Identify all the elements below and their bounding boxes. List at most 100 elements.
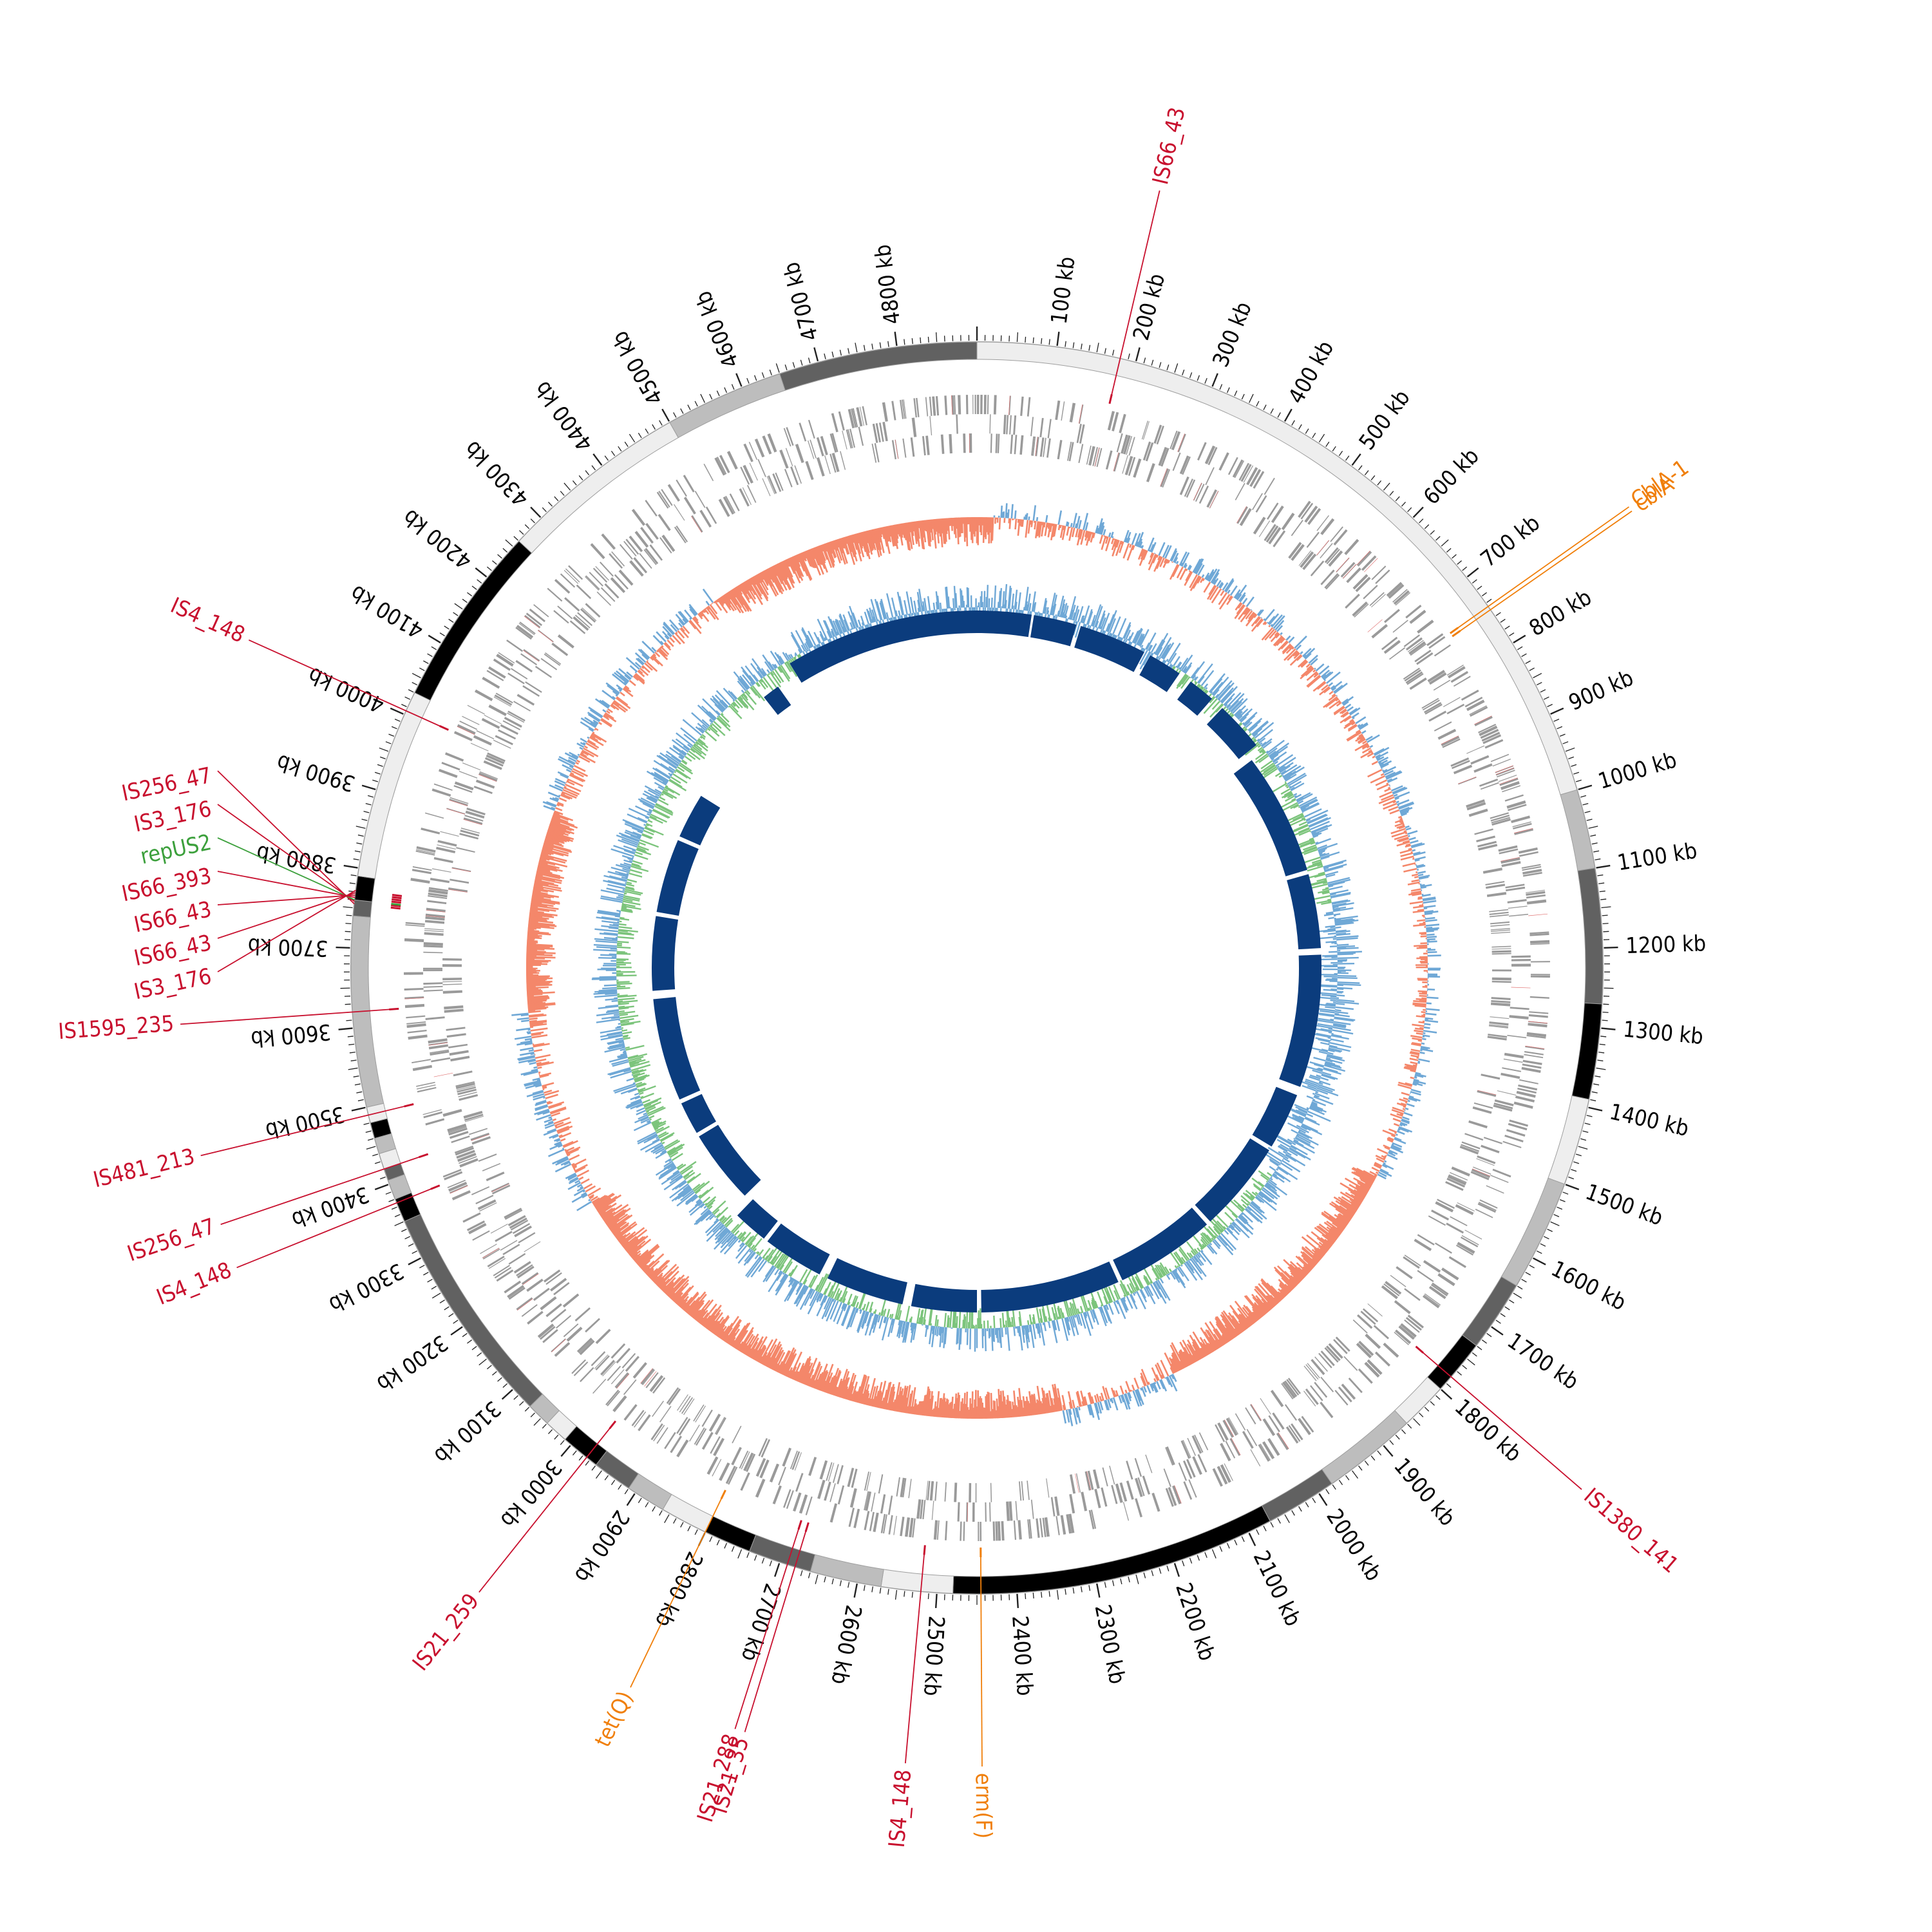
gc-bar xyxy=(697,1309,708,1323)
gc-bar xyxy=(587,714,600,723)
gc-bar xyxy=(1321,684,1329,691)
minor-tick xyxy=(1457,560,1462,565)
skew-bar xyxy=(1291,828,1311,837)
gene-block xyxy=(448,887,468,893)
gene-block xyxy=(699,509,712,528)
gc-bar xyxy=(528,921,555,926)
gc-bar xyxy=(914,1405,918,1415)
minor-tick xyxy=(1517,1285,1523,1290)
gene-block xyxy=(1298,500,1311,518)
gc-bar xyxy=(1323,687,1331,694)
gc-bar xyxy=(845,1372,855,1400)
gene-block xyxy=(1039,417,1044,438)
skew-bar xyxy=(1221,686,1238,704)
gene-mark xyxy=(616,1374,630,1389)
gc-bar xyxy=(1281,1277,1294,1290)
gc-bar xyxy=(1384,770,1394,776)
gc-bar xyxy=(1213,1329,1225,1346)
minor-tick xyxy=(1204,1552,1208,1558)
gc-bar xyxy=(1278,640,1288,651)
gene-block xyxy=(755,1479,766,1498)
gc-bar xyxy=(683,1293,699,1311)
gene-block xyxy=(864,1511,870,1531)
gc-bar xyxy=(637,658,645,665)
tick-label: 900 kb xyxy=(1565,665,1637,716)
skew-bar xyxy=(1336,933,1347,935)
skew-bar xyxy=(1328,900,1332,903)
gc-bar xyxy=(911,1406,914,1414)
gene-block xyxy=(1122,435,1131,455)
gc-bar xyxy=(1334,683,1348,694)
gc-bar xyxy=(1357,1182,1370,1191)
gc-bar xyxy=(573,764,586,772)
gene-block xyxy=(589,571,603,587)
gene-block xyxy=(1493,1103,1513,1110)
gc-bar xyxy=(1171,1358,1180,1372)
gene-block xyxy=(900,1477,905,1497)
skew-bar xyxy=(1311,859,1321,864)
gc-bar xyxy=(557,1128,570,1135)
gene-block xyxy=(412,869,431,875)
gc-bar xyxy=(742,582,757,604)
gc-bar xyxy=(778,1350,791,1374)
skew-bar xyxy=(1027,593,1031,611)
gc-bar xyxy=(1268,613,1280,625)
gene-block xyxy=(1246,1428,1258,1446)
gc-bar xyxy=(920,1401,925,1416)
gc-bar xyxy=(1389,809,1400,815)
gene-block xyxy=(1352,601,1368,617)
gc-bar xyxy=(743,582,750,591)
skew-bar xyxy=(1315,1037,1331,1042)
gc-bar xyxy=(781,1352,794,1376)
gc-bar xyxy=(1104,1399,1110,1411)
gc-bar xyxy=(1245,596,1255,607)
gc-bar xyxy=(676,1285,694,1305)
gc-bar xyxy=(534,1108,549,1115)
skew-bar xyxy=(1314,873,1326,878)
gc-bar xyxy=(842,1386,849,1399)
gene-block xyxy=(516,1264,533,1276)
gc-bar xyxy=(527,926,541,929)
gene-block xyxy=(659,537,672,554)
gc-bar xyxy=(554,797,560,800)
gc-bar xyxy=(526,943,553,947)
gc-bar xyxy=(1183,1351,1192,1365)
minor-tick xyxy=(1277,1518,1281,1524)
gene-block xyxy=(1488,1025,1508,1028)
gc-bar xyxy=(788,1370,793,1378)
gc-bar xyxy=(1227,589,1231,594)
gc-bar xyxy=(1137,548,1144,560)
gc-bar xyxy=(528,919,554,923)
gc-bar xyxy=(963,517,966,542)
minor-tick xyxy=(638,1497,642,1503)
gc-bar xyxy=(1410,1054,1419,1058)
gc-bar xyxy=(1321,1211,1345,1229)
gene-block xyxy=(719,1462,730,1481)
skew-bar xyxy=(1322,881,1328,884)
gc-bar xyxy=(955,1397,958,1419)
gene-block xyxy=(412,866,432,871)
gc-bar xyxy=(1330,685,1336,690)
gc-bar xyxy=(620,692,625,697)
gc-bar xyxy=(868,1398,872,1406)
gene-block xyxy=(882,1514,887,1534)
gc-bar xyxy=(1261,1282,1280,1303)
gc-bar xyxy=(555,1142,562,1146)
gc-bar xyxy=(1090,1396,1095,1404)
skew-bar xyxy=(1318,871,1325,875)
skew-bar xyxy=(1252,721,1269,736)
gc-bar xyxy=(1422,1034,1430,1037)
skew-bar xyxy=(1099,626,1102,630)
gc-bar xyxy=(529,1021,547,1025)
gene-block xyxy=(1365,1333,1381,1349)
skew-bar xyxy=(1235,711,1243,718)
gc-bar xyxy=(777,563,792,590)
gene-block xyxy=(1479,778,1499,787)
gc-bar xyxy=(534,882,562,890)
gene-block xyxy=(1470,755,1490,765)
gc-bar xyxy=(1388,1137,1394,1141)
gene-block xyxy=(430,878,450,884)
gc-bar xyxy=(1414,1074,1424,1078)
minor-tick xyxy=(746,377,750,384)
gc-bar xyxy=(1335,1208,1352,1220)
